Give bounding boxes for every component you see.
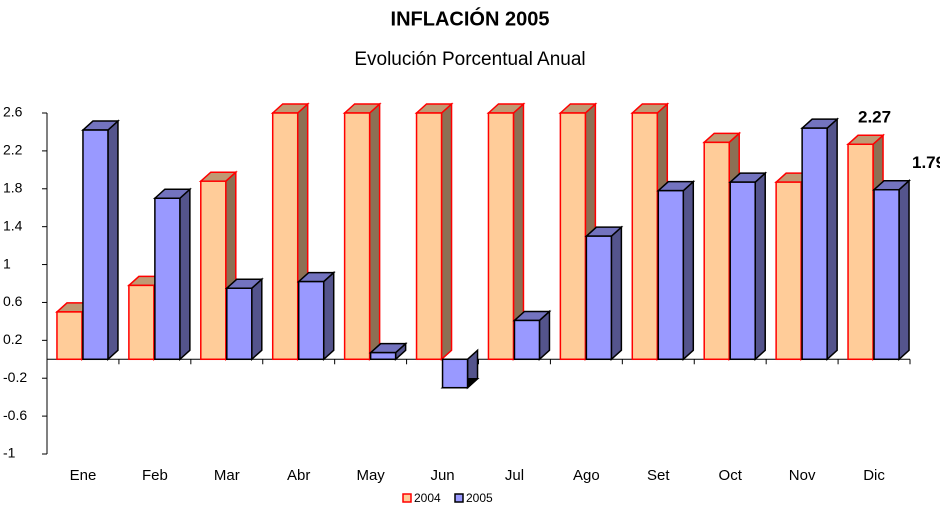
x-tick-label: May: [356, 467, 385, 484]
bar-group: [414, 102, 454, 361]
bar: [631, 112, 659, 361]
bar-side: [682, 179, 695, 361]
bar: [200, 180, 227, 361]
y-tick-label: -0.2: [3, 369, 27, 385]
y-tick-label: 1.4: [3, 217, 23, 233]
chart-subtitle: Evolución Porcentual Anual: [354, 49, 585, 70]
bar-side: [440, 102, 453, 361]
bar-group: [198, 170, 238, 361]
bar-side: [179, 187, 191, 361]
x-tick-label: Ago: [573, 467, 600, 484]
bar: [297, 280, 325, 361]
bar-group: [296, 270, 336, 361]
bar-group: [368, 341, 408, 361]
bar: [271, 112, 299, 361]
x-tick-label: Nov: [789, 467, 816, 484]
legend-swatch: [454, 493, 464, 503]
bar: [415, 112, 443, 361]
bar-group: [800, 117, 840, 361]
legend-label: 2004: [414, 491, 441, 505]
y-tick-label: -1: [3, 445, 16, 461]
bar-side: [368, 102, 381, 361]
x-tick-label: Oct: [719, 467, 743, 484]
y-tick-label: 0.2: [3, 331, 23, 347]
y-tick-label: 1.8: [3, 179, 23, 195]
bar: [226, 287, 253, 361]
bar: [801, 127, 828, 361]
bar-side: [898, 179, 910, 361]
bar-group: [728, 171, 768, 361]
x-tick-label: Dic: [863, 467, 885, 484]
bar-side: [826, 117, 838, 361]
bar: [343, 112, 371, 361]
legend-swatch: [402, 493, 412, 503]
bar: [369, 351, 397, 361]
value-label: 1.79: [912, 153, 940, 172]
bar-group: [440, 348, 480, 390]
bar-side: [107, 119, 119, 361]
bar: [847, 143, 874, 361]
x-tick-label: Abr: [287, 467, 310, 484]
x-tick-label: Feb: [142, 467, 168, 484]
y-tick-label: -0.6: [3, 407, 27, 423]
bar-group: [152, 187, 192, 361]
x-tick-label: Ene: [70, 467, 97, 484]
bar-group: [584, 225, 624, 361]
bar: [82, 129, 109, 361]
value-label: 2.27: [858, 108, 891, 127]
bar: [441, 358, 469, 389]
bar: [487, 112, 515, 361]
bar-group: [486, 102, 526, 361]
bar-side: [251, 277, 263, 361]
chart-title: INFLACIÓN 2005: [391, 6, 550, 30]
bar: [56, 311, 83, 361]
bar: [873, 188, 900, 361]
bar-group: [512, 309, 552, 361]
bar-group: [81, 119, 120, 361]
x-tick-label: Mar: [214, 467, 240, 484]
x-tick-label: Jul: [505, 467, 524, 484]
x-tick-label: Jun: [430, 467, 454, 484]
bar: [585, 235, 613, 361]
bar: [559, 112, 587, 361]
bar-group: [342, 102, 382, 361]
legend-label: 2005: [466, 491, 493, 505]
bar-group: [224, 277, 264, 361]
y-tick-label: 0.6: [3, 293, 23, 309]
bar: [775, 181, 802, 361]
x-tick-label: Set: [647, 467, 670, 484]
bar: [128, 284, 155, 361]
bar-group: [872, 179, 911, 361]
bar-group: [656, 179, 696, 361]
y-tick-label: 2.2: [3, 142, 23, 158]
bar: [657, 189, 685, 361]
bar-side: [754, 171, 766, 361]
y-tick-label: 2.6: [3, 104, 23, 120]
y-tick-label: 1: [3, 255, 11, 271]
bar: [513, 319, 541, 361]
bar: [154, 197, 181, 361]
bar-side: [610, 225, 623, 361]
bar-side: [322, 270, 335, 361]
bar: [703, 141, 730, 361]
bar: [729, 181, 756, 361]
